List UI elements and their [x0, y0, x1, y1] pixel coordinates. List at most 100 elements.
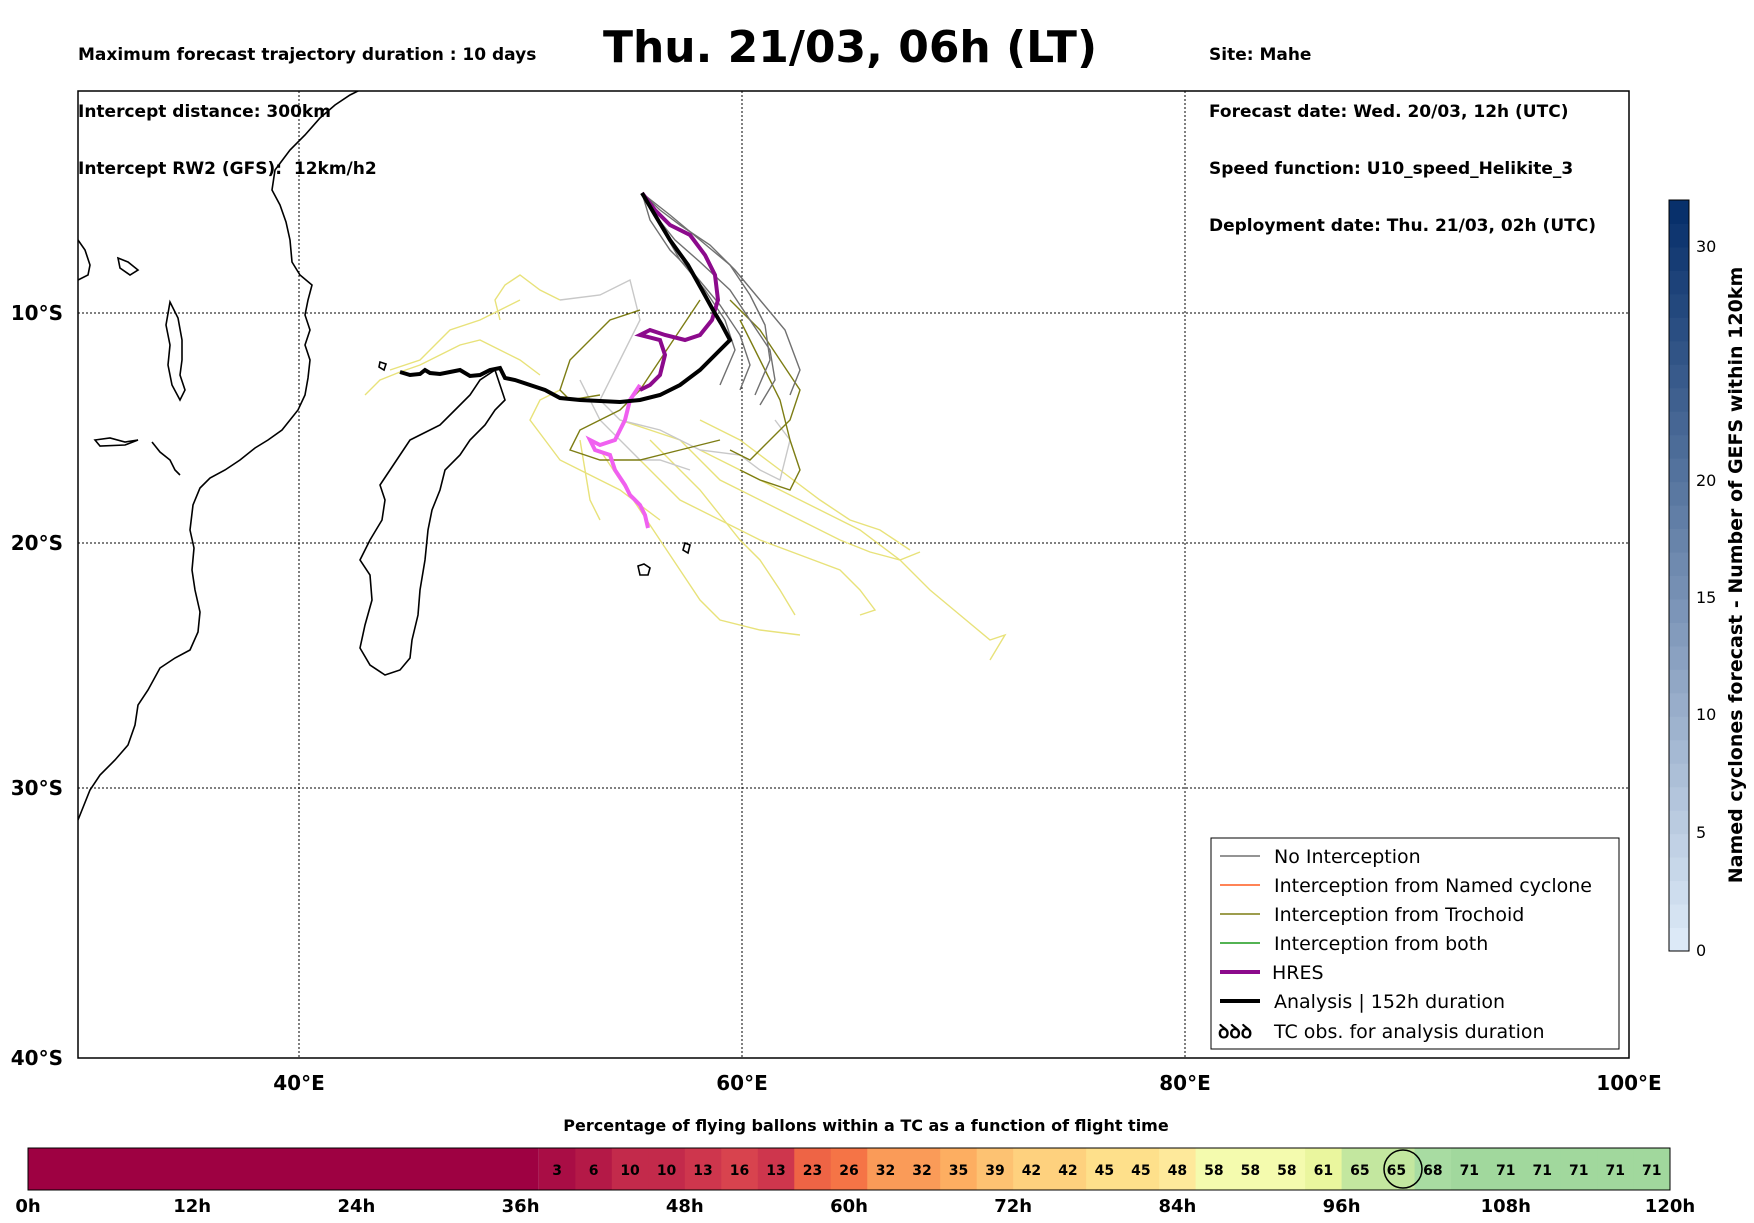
colorbar-cell	[1669, 528, 1689, 553]
legend: No Interception Interception from Named …	[1210, 837, 1620, 1050]
timebar-cell	[1195, 1148, 1233, 1190]
lat-label-10s: 10°S	[11, 301, 63, 325]
madagascar-coast	[359, 368, 506, 676]
legend-no-interception-label: No Interception	[1274, 846, 1421, 868]
timebar-cell	[1560, 1148, 1598, 1190]
timebar-cell	[1597, 1148, 1635, 1190]
timebar-value: 71	[1533, 1163, 1552, 1179]
timebar-time-label: 12h	[173, 1196, 211, 1217]
timebar-time-label: 72h	[994, 1196, 1032, 1217]
cyclone-colorbar: 0 5 10 15 20 30 Named cyclones forecast …	[1668, 199, 1747, 960]
colorbar-tick-20: 20	[1696, 471, 1716, 490]
reunion-island	[637, 563, 651, 576]
timebar-value: 45	[1131, 1163, 1150, 1179]
timebar-value: 71	[1496, 1163, 1515, 1179]
colorbar-cell	[1669, 552, 1689, 576]
colorbar-cell	[1669, 904, 1689, 929]
legend-analysis-label: Analysis | 152h duration	[1274, 991, 1505, 1013]
timebar-cell	[976, 1148, 1014, 1190]
timebar-value: 35	[949, 1163, 968, 1179]
lon-label-100e: 100°E	[1596, 1071, 1661, 1095]
forecast-date-text: Forecast date: Wed. 20/03, 12h (UTC)	[1209, 102, 1569, 122]
africa-coast	[78, 91, 360, 821]
lat-label-40s: 40°S	[11, 1046, 63, 1070]
hres-track	[634, 191, 721, 392]
colorbar-cell	[1669, 622, 1689, 647]
timebar-value: 42	[1022, 1163, 1041, 1179]
colorbar-cell	[1669, 833, 1689, 858]
map-frame	[77, 90, 1630, 1059]
colorbar-frame	[1668, 199, 1690, 952]
colorbar-cell	[1669, 575, 1689, 600]
deployment-date-text: Deployment date: Thu. 21/03, 02h (UTC)	[1209, 216, 1596, 236]
legend-hres-label: HRES	[1272, 962, 1324, 984]
timebar-frame	[27, 1147, 1671, 1191]
track	[579, 379, 691, 471]
timebar-value: 10	[657, 1163, 677, 1179]
timebar-cell	[1451, 1148, 1489, 1190]
timebar-value: 23	[803, 1163, 822, 1179]
colorbar-cell	[1669, 763, 1689, 788]
timebar-value: 42	[1058, 1163, 1077, 1179]
header-right: Site: Mahe Forecast date: Wed. 20/03, 12…	[1209, 8, 1596, 255]
west-land	[78, 239, 91, 281]
timebar-time-label: 48h	[666, 1196, 704, 1217]
timebar-cell	[1341, 1148, 1379, 1190]
timebar-value: 32	[912, 1163, 931, 1179]
hres-pink-track	[585, 383, 650, 529]
colorbar-cell	[1669, 810, 1689, 835]
timebar-cell	[1232, 1148, 1270, 1190]
track	[641, 192, 801, 396]
colorbar-cell	[1669, 200, 1689, 224]
timebar-value: 13	[693, 1163, 712, 1179]
analysis-track	[399, 191, 733, 405]
colorbar-cell	[1669, 411, 1689, 436]
timebar-value: 58	[1241, 1163, 1260, 1179]
track	[639, 459, 877, 616]
colorbar-tick-5: 5	[1696, 823, 1706, 842]
comoros-island	[378, 360, 388, 372]
ensemble-light-tracks	[364, 274, 1007, 661]
timebar-cell	[1305, 1148, 1343, 1190]
timebar-cell	[1633, 1148, 1671, 1190]
timebar-cell	[903, 1148, 941, 1190]
colorbar-tick-30: 30	[1696, 237, 1716, 256]
timebar-cell	[721, 1148, 759, 1190]
colorbar-gradient	[1669, 200, 1689, 952]
timebar-value: 58	[1204, 1163, 1223, 1179]
colorbar-tick-0: 0	[1696, 941, 1706, 960]
timebar-empty-cell	[28, 1148, 539, 1190]
timebar-time-label: 0h	[15, 1196, 40, 1217]
colorbar-cell	[1669, 270, 1689, 295]
timebar-cells: 3 6 10 10 13 16 13 23 26 32 32 35 39 42 42 45 45 48 58 58 58…	[28, 1148, 1671, 1190]
colorbar-cell	[1669, 505, 1689, 530]
colorbar-cell	[1669, 317, 1689, 342]
track	[641, 192, 736, 386]
colorbar-cell	[1669, 692, 1689, 717]
track	[579, 439, 601, 521]
colorbar-cell	[1669, 598, 1689, 623]
timebar-cell	[648, 1148, 686, 1190]
timebar-cell	[611, 1148, 649, 1190]
colorbar-cell	[1669, 387, 1689, 412]
page-title: Thu. 21/03, 06h (LT)	[602, 22, 1098, 73]
legend-tc-obs-symbol: ꝺꝺꝺ	[1218, 1021, 1252, 1043]
timebar-time-label: 36h	[502, 1196, 540, 1217]
timebar-value: 45	[1095, 1163, 1114, 1179]
trajectories	[364, 191, 1007, 661]
timebar-cell	[1122, 1148, 1160, 1190]
colorbar-cell	[1669, 481, 1689, 506]
timebar-cell	[940, 1148, 978, 1190]
colorbar-cell	[1669, 739, 1689, 764]
timebar-cell	[1414, 1148, 1452, 1190]
timebar-value: 16	[730, 1163, 749, 1179]
colorbar-cell	[1669, 645, 1689, 670]
track	[641, 192, 771, 396]
colorbar-cell	[1669, 857, 1689, 882]
track	[649, 439, 796, 616]
speed-function-text: Speed function: U10_speed_Helikite_3	[1209, 159, 1574, 179]
timebar-cell	[1086, 1148, 1124, 1190]
timebar-time-label: 108h	[1481, 1196, 1531, 1217]
timebar-time-labels: 0h 12h 24h 36h 48h 60h 72h 84h 96h 108h 120h	[15, 1196, 1695, 1217]
